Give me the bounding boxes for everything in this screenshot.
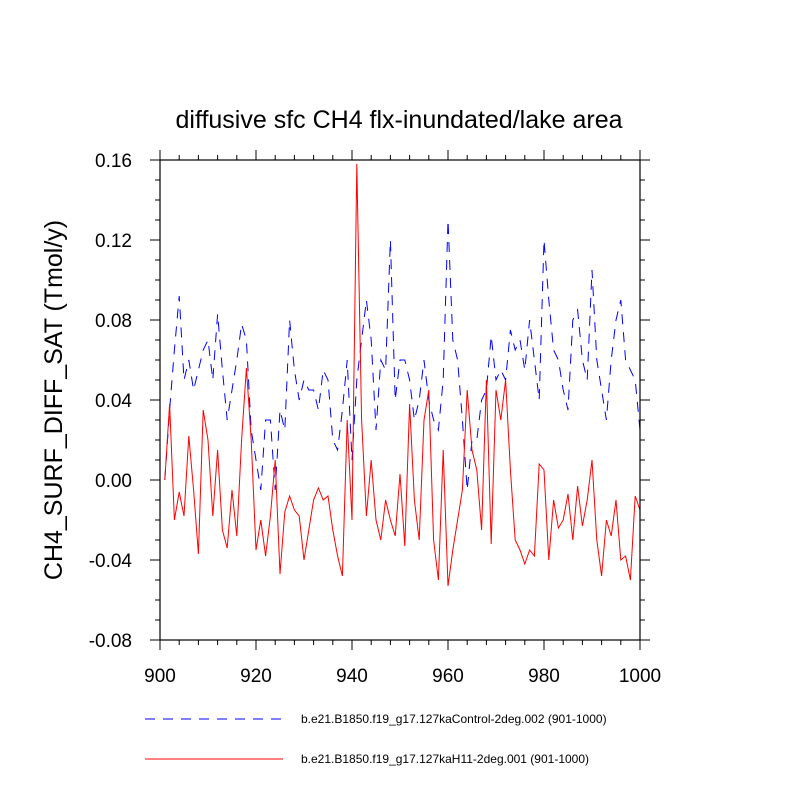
x-tick-label: 1000 (619, 666, 661, 687)
series-line-2 (164, 163, 641, 587)
y-tick-label: -0.08 (89, 631, 132, 652)
chart-title: diffusive sfc CH4 flx-inundated/lake are… (176, 106, 623, 134)
y-tick-label: -0.04 (89, 551, 133, 572)
axis-ticks (150, 150, 650, 650)
x-tick-label: 980 (528, 666, 560, 687)
legend-label-series-1: b.e21.B1850.f19_g17.127kaControl-2deg.00… (301, 712, 607, 726)
y-axis-label: CH4_SURF_DIFF_SAT (Tmol/y) (40, 220, 68, 580)
series-line-1 (164, 219, 641, 491)
y-tick-label: 0.16 (95, 151, 132, 172)
legend-label-series-2: b.e21.B1850.f19_g17.127kaH11-2deg.001 (9… (301, 752, 589, 766)
legend: b.e21.B1850.f19_g17.127kaControl-2deg.00… (145, 712, 607, 766)
series-layer (164, 163, 641, 587)
plot-frame (159, 159, 641, 641)
y-tick-label: 0.12 (95, 231, 132, 252)
x-tick-label: 940 (336, 666, 368, 687)
x-tick-label: 900 (144, 666, 176, 687)
y-tick-label: 0.04 (95, 391, 132, 412)
tick-labels: 900 920 940 960 980 1000 -0.08 -0.04 0.00 0.04 0.0… (89, 151, 661, 687)
y-tick-label: 0.08 (95, 311, 132, 332)
x-tick-label: 920 (240, 666, 272, 687)
y-tick-label: 0.00 (95, 471, 132, 492)
x-tick-label: 960 (432, 666, 464, 687)
